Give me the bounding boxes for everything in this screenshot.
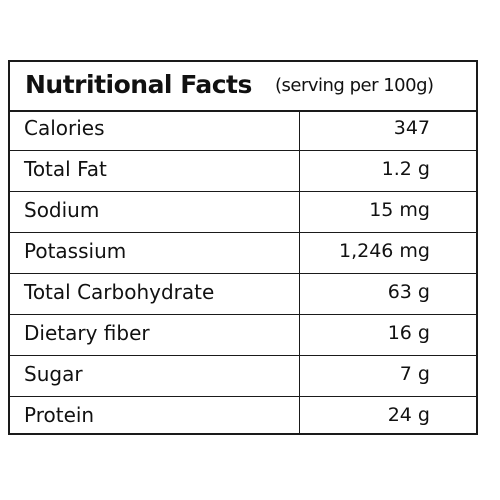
nutrient-value: 347 xyxy=(393,117,430,139)
nutrient-label: Potassium xyxy=(24,239,127,263)
table-row: Total Fat 1.2 g xyxy=(10,151,476,192)
nutrient-label: Calories xyxy=(24,116,105,140)
nutrient-value: 1.2 g xyxy=(381,158,430,180)
nutrient-label: Dietary fiber xyxy=(24,321,150,345)
table-row: Sugar 7 g xyxy=(10,356,476,397)
table-row: Dietary fiber 16 g xyxy=(10,315,476,356)
table-row: Protein 24 g xyxy=(10,397,476,438)
table-row: Sodium 15 mg xyxy=(10,192,476,233)
table-row: Potassium 1,246 mg xyxy=(10,233,476,274)
serving-size-note: (serving per 100g) xyxy=(275,75,434,96)
nutrient-value: 7 g xyxy=(399,363,430,385)
nutrient-label: Protein xyxy=(24,403,95,427)
nutrient-value: 16 g xyxy=(387,322,430,344)
nutrition-facts-table: Nutritional Facts (serving per 100g) Cal… xyxy=(8,60,478,435)
table-title: Nutritional Facts xyxy=(25,70,252,99)
nutrient-value: 1,246 mg xyxy=(338,240,430,262)
nutrient-value: 15 mg xyxy=(369,199,430,221)
nutrient-label: Total Fat xyxy=(24,157,107,181)
table-row: Calories 347 xyxy=(10,110,476,151)
nutrient-label: Sugar xyxy=(24,362,83,386)
nutrient-label: Sodium xyxy=(24,198,100,222)
nutrient-value: 24 g xyxy=(387,404,430,426)
column-divider xyxy=(299,110,300,433)
nutrient-value: 63 g xyxy=(387,281,430,303)
table-row: Total Carbohydrate 63 g xyxy=(10,274,476,315)
table-header: Nutritional Facts (serving per 100g) xyxy=(10,62,476,112)
nutrient-rows: Calories 347 Total Fat 1.2 g Sodium 15 m… xyxy=(10,110,476,438)
nutrient-label: Total Carbohydrate xyxy=(24,280,215,304)
